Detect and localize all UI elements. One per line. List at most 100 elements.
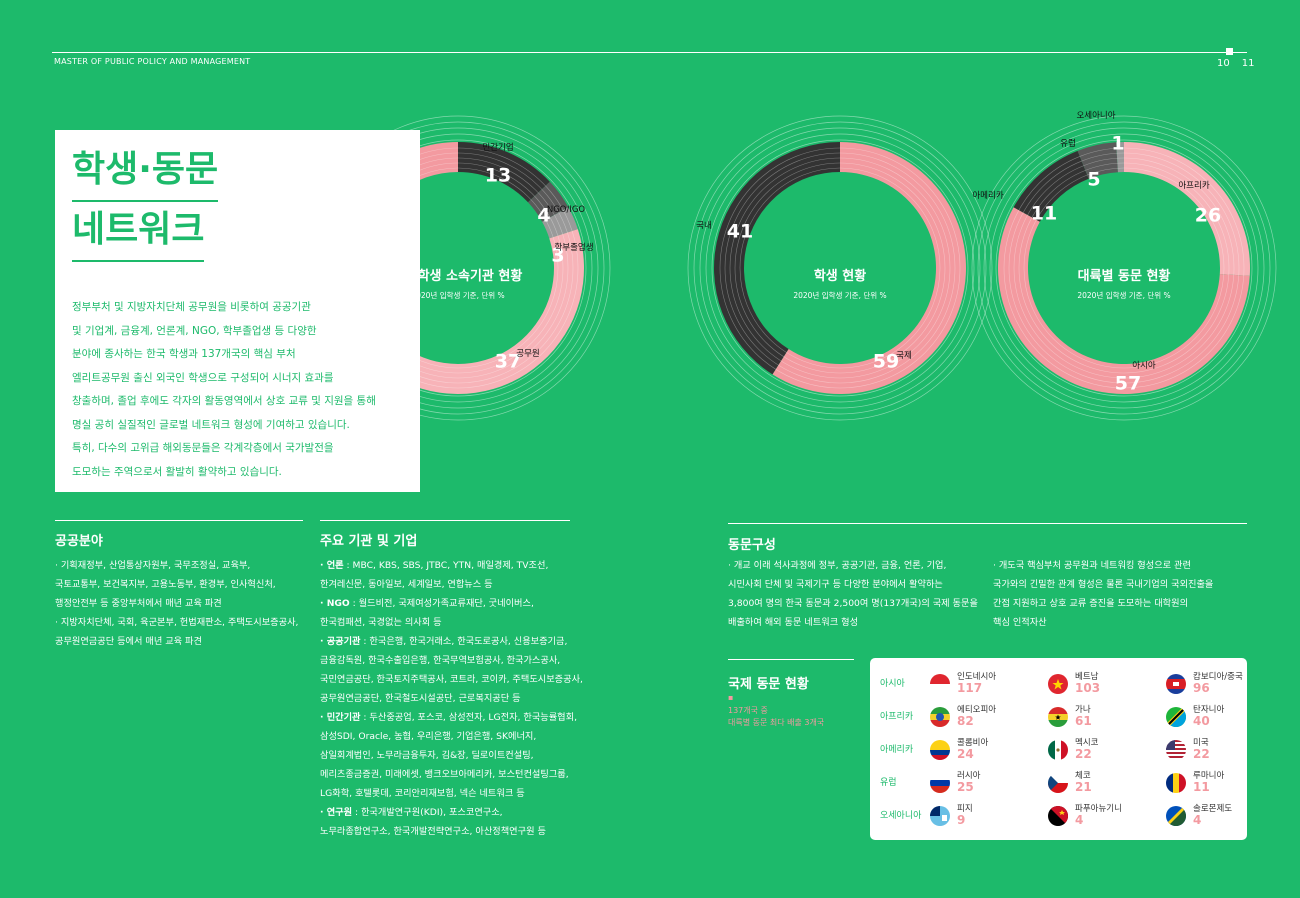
inner-ring-line [729, 157, 951, 379]
country-name: 캄보디아/중국 [1193, 672, 1243, 682]
inner-ring-line [1018, 162, 1230, 374]
chart-title: 국내학생 소속기관 현황 [394, 268, 523, 284]
inner-ring-line [1008, 152, 1240, 384]
country-entry: 파푸아뉴기니 4 [1048, 802, 1158, 830]
donut-slice [527, 181, 569, 222]
country-entry: 캄보디아/중국 96 [1166, 670, 1276, 698]
ring-line [693, 121, 987, 415]
alumni-rule [728, 523, 1247, 524]
intl-title: 국제 동문 현황 [728, 677, 809, 692]
org-item-text: : MBC, KBS, SBS, JTBC, YTN, 매일경제, TV조선, … [320, 560, 549, 590]
country-name: 파푸아뉴기니 [1075, 804, 1122, 814]
country-name: 피지 [957, 804, 973, 814]
country-entry: 가나 61 [1048, 703, 1158, 731]
org-item-head: · 언론 [320, 560, 344, 571]
country-entry: 솔로몬제도 4 [1166, 802, 1276, 830]
public-list: · 기획재정부, 산업통상자원부, 국무조정실, 교육부, 국토교통부, 보건복… [55, 560, 299, 647]
region-label: 오세아니아 [880, 811, 922, 821]
slice-value: 5 [1087, 169, 1100, 191]
tanzania-flag-icon [1166, 707, 1186, 727]
region-label: 아시아 [880, 679, 905, 689]
org-item-text: : 한국개발연구원(KDI), 포스코연구소, 노무라종합연구소, 한국개발전략… [320, 807, 546, 837]
slice-value: 26 [1195, 205, 1221, 227]
chart-subtitle: 2020년 입학생 기준, 단위 % [1077, 290, 1170, 300]
country-name: 체코 [1075, 771, 1091, 781]
orgs-title: 주요 기관 및 기업 [320, 534, 418, 549]
slice-label: 공무원 [516, 349, 539, 359]
country-count: 21 [1075, 780, 1092, 794]
chart-title: 학생 현황 [814, 268, 866, 284]
chart-subtitle: 2020년 입학생 기준, 단위 % [411, 290, 504, 300]
ring-line [699, 127, 981, 409]
country-count: 22 [1193, 747, 1210, 761]
slice-label: 아메리카 [972, 190, 1003, 201]
ring-line [983, 127, 1265, 409]
ring-line [971, 115, 1277, 421]
slice-label: NGO/IGO [547, 205, 586, 215]
country-count: 25 [957, 780, 974, 794]
country-name: 멕시코 [1075, 738, 1099, 748]
country-count: 117 [957, 681, 983, 695]
inner-ring-line [739, 167, 941, 369]
org-item-head: · 민간기관 [320, 712, 361, 723]
orgs-list: · 언론 : MBC, KBS, SBS, JTBC, YTN, 매일경제, T… [320, 556, 620, 841]
org-item-head: · 연구원 [320, 807, 353, 818]
org-item-text: : 한국은행, 한국거래소, 한국도로공사, 신용보증기금, 금융감독원, 한국… [320, 636, 583, 704]
slice-value: 41 [727, 221, 753, 243]
title-line-2: 네트워크 [72, 202, 205, 262]
slice-label: 오세아니아 [1076, 110, 1115, 121]
inner-ring-line [1003, 147, 1245, 389]
orgs-rule [320, 520, 570, 521]
ring-line [995, 139, 1253, 397]
org-item: · 민간기관 : 두산중공업, 포스코, 삼성전자, LG전자, 한국능률협회,… [320, 708, 620, 803]
russia-flag-icon [930, 773, 950, 793]
org-item-head: · NGO [320, 598, 350, 609]
solomon-flag-icon [1166, 806, 1186, 826]
header-marker [1226, 48, 1233, 55]
country-name: 인도네시아 [957, 672, 997, 682]
country-entry: 멕시코 22 [1048, 736, 1158, 764]
alumni-col-1: · 개교 이래 석사과정에 정부, 공공기관, 금융, 언론, 기업, 시민사회… [728, 560, 978, 628]
png-flag-icon [1048, 806, 1068, 826]
country-count: 40 [1193, 714, 1210, 728]
country-count: 11 [1193, 780, 1210, 794]
alumni-title: 동문구성 [728, 538, 776, 553]
region-label: 유럽 [880, 778, 897, 788]
country-count: 96 [1193, 681, 1210, 695]
inner-ring-line [724, 152, 956, 384]
inner-ring-line [1023, 167, 1225, 369]
donut-slice [1116, 142, 1124, 173]
romania-flag-icon [1166, 773, 1186, 793]
intl-note-2: 대륙별 동문 최다 배출 3개국 [728, 718, 825, 727]
org-item-text: : 두산중공업, 포스코, 삼성전자, LG전자, 한국능률협회, 삼성SDI,… [320, 712, 578, 799]
ghana-flag-icon [1048, 707, 1068, 727]
public-title: 공공분야 [55, 534, 103, 549]
slice-value: 11 [1031, 203, 1057, 225]
page-title: 학생·동문 네트워크 [72, 142, 219, 262]
country-name: 솔로몬제도 [1193, 804, 1233, 814]
country-name: 탄자니아 [1193, 705, 1225, 715]
donut-slice [772, 142, 967, 394]
colombia-flag-icon [930, 740, 950, 760]
intro-text: 정부부처 및 지방자치단체 공무원을 비롯하여 공공기관 및 기업계, 금융계,… [72, 301, 376, 478]
donut-slice [542, 207, 578, 239]
public-rule [55, 520, 303, 521]
slice-value: 57 [1115, 373, 1141, 395]
slice-value: 37 [495, 351, 521, 373]
org-item: · 연구원 : 한국개발연구원(KDI), 포스코연구소, 노무라종합연구소, … [320, 803, 620, 841]
country-count: 82 [957, 714, 974, 728]
country-entry: 러시아 25 [930, 769, 1040, 797]
chart-subtitle: 2020년 입학생 기준, 단위 % [793, 290, 886, 300]
fiji-flag-icon [930, 806, 950, 826]
donut-slice [1124, 142, 1250, 276]
ring-line [705, 133, 975, 403]
org-item-text: : 월드비전, 국제여성가족교류재단, 굿네이버스, 한국컴패션, 국경없는 의… [320, 598, 534, 628]
intl-note-1: 137개국 중 [728, 706, 768, 715]
usa-flag-icon [1166, 740, 1186, 760]
ring-line [711, 139, 969, 397]
country-entry: 루마니아 11 [1166, 769, 1276, 797]
page-number-left: 10 [1217, 58, 1230, 69]
slice-label: 아프리카 [1178, 180, 1209, 191]
region-label: 아메리카 [880, 745, 914, 755]
slice-value: 59 [873, 351, 899, 373]
